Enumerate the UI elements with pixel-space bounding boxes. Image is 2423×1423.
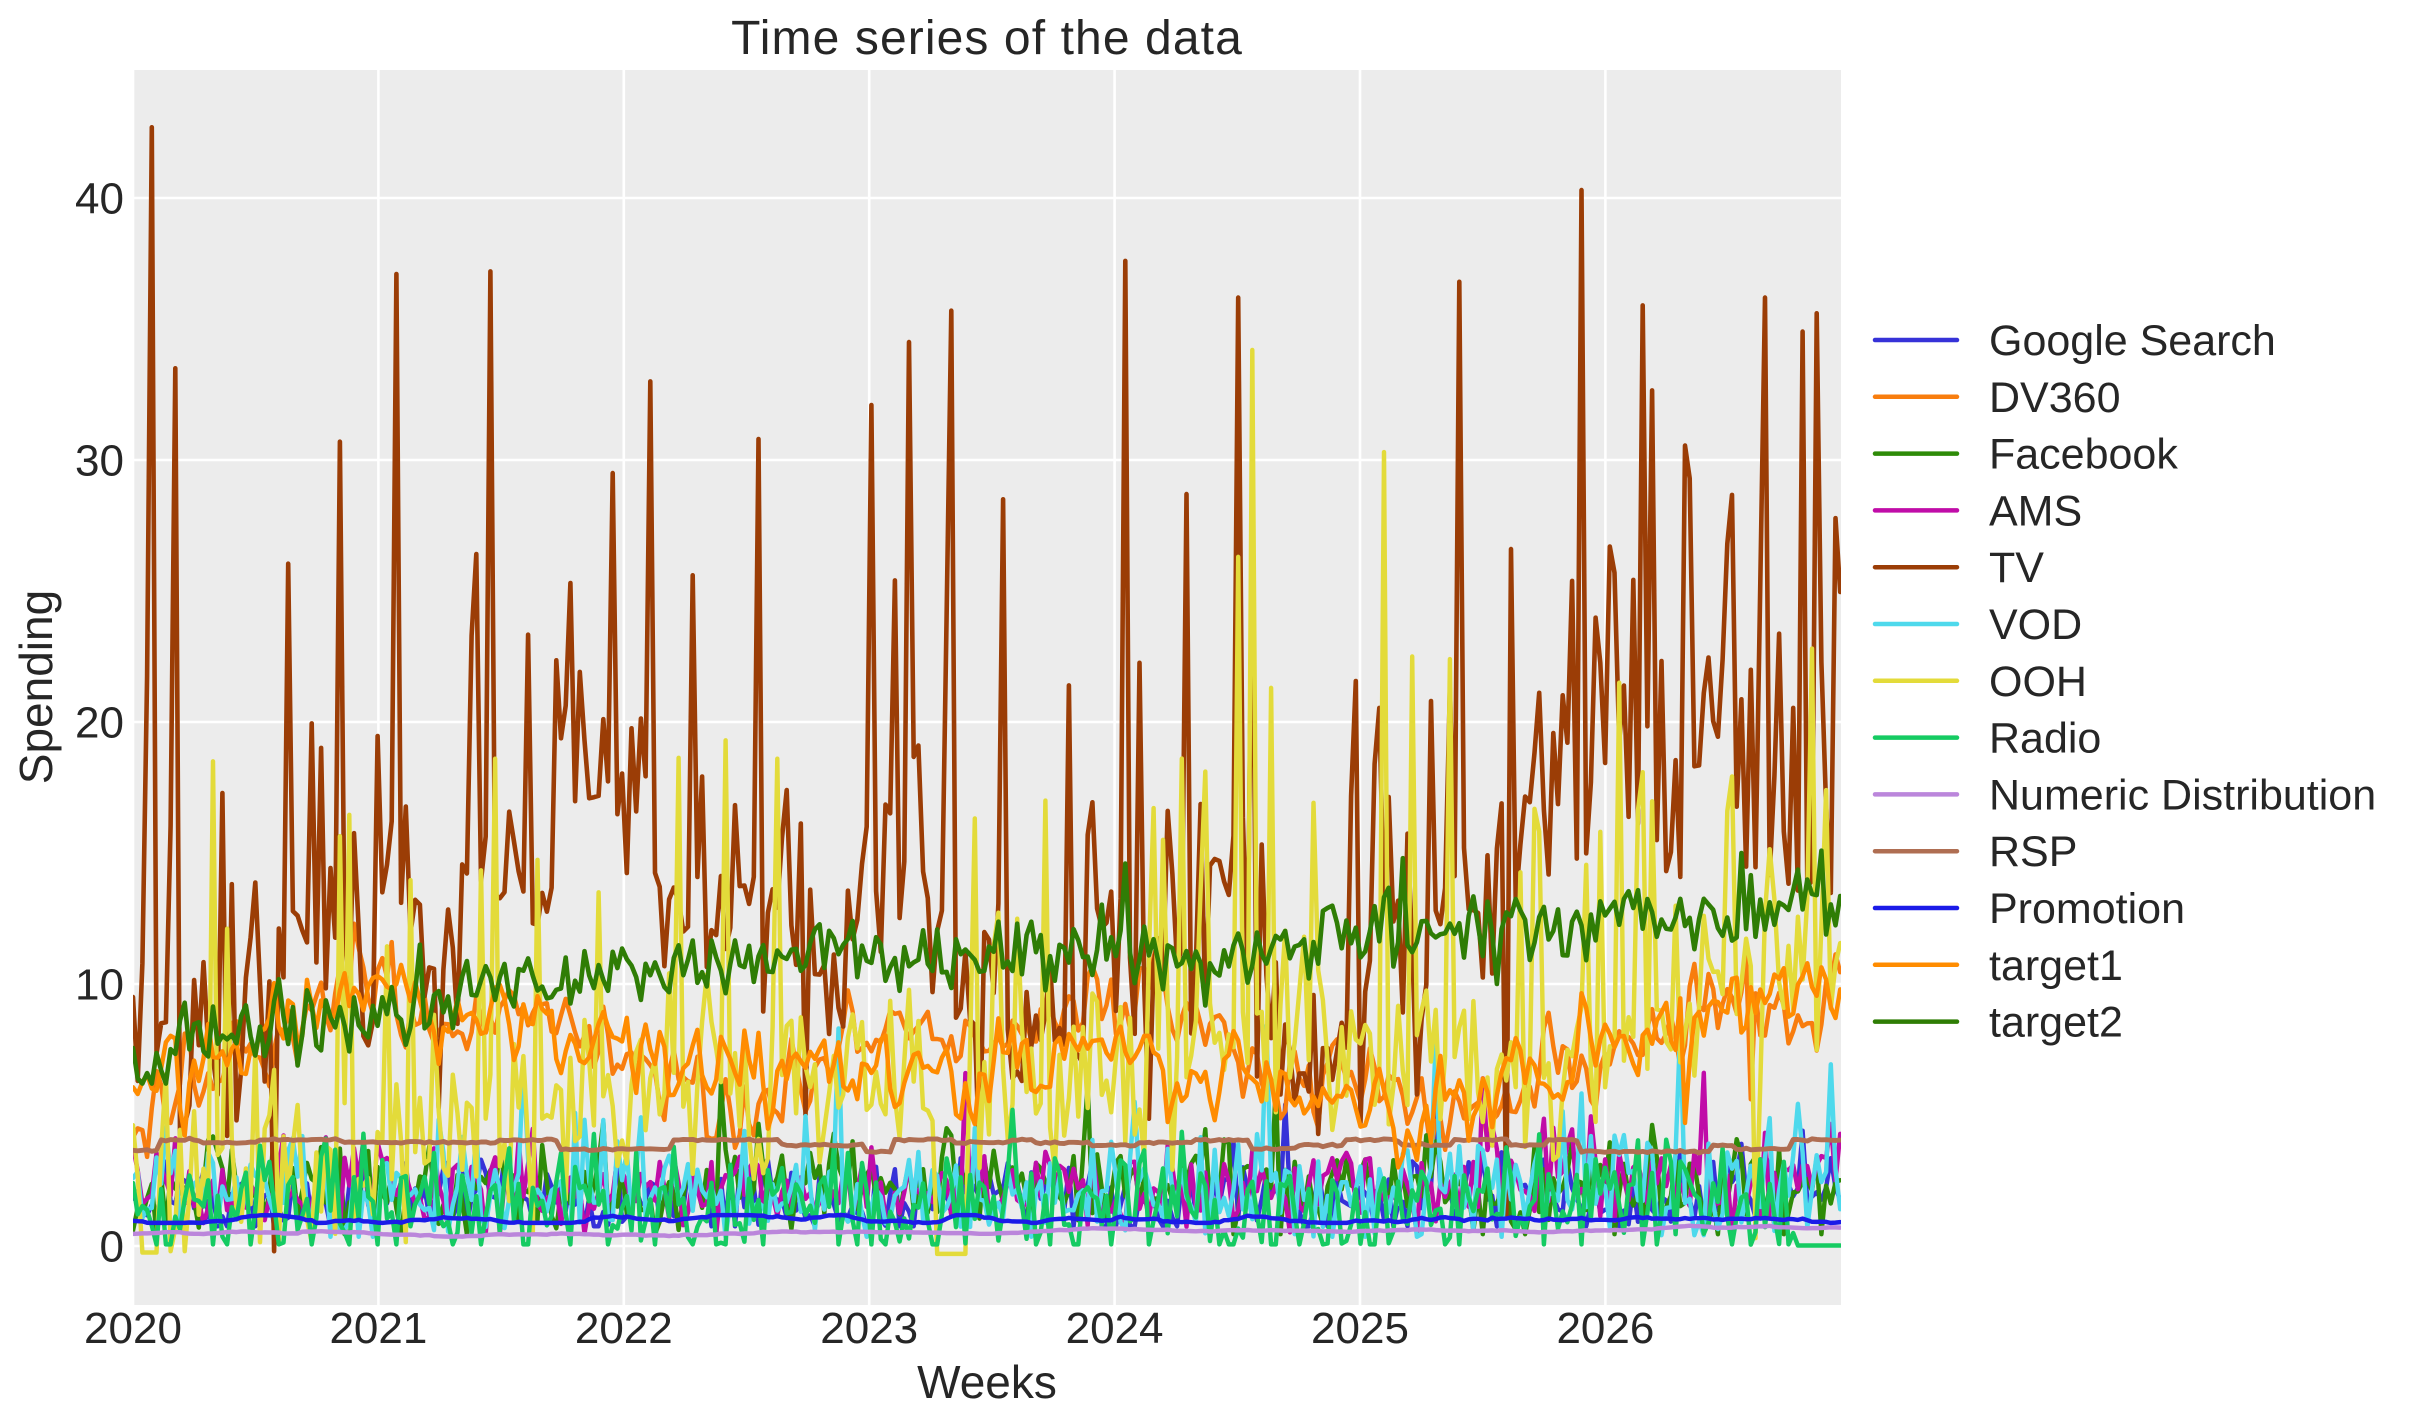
svg-text:Radio: Radio — [1989, 715, 2101, 763]
svg-text:target1: target1 — [1989, 942, 2123, 990]
svg-text:Facebook: Facebook — [1989, 431, 2178, 479]
svg-text:2023: 2023 — [820, 1304, 918, 1353]
svg-text:30: 30 — [75, 436, 124, 485]
svg-text:0: 0 — [100, 1222, 124, 1271]
svg-text:AMS: AMS — [1989, 487, 2082, 535]
svg-text:VOD: VOD — [1989, 601, 2082, 649]
svg-text:Time series of the data: Time series of the data — [731, 12, 1243, 65]
svg-text:2025: 2025 — [1311, 1304, 1409, 1353]
svg-text:TV: TV — [1989, 544, 2044, 592]
svg-text:Weeks: Weeks — [917, 1356, 1057, 1408]
svg-text:target2: target2 — [1989, 999, 2123, 1047]
svg-text:2020: 2020 — [84, 1304, 182, 1353]
svg-text:DV360: DV360 — [1989, 374, 2120, 422]
svg-text:Google Search: Google Search — [1989, 317, 2276, 365]
svg-text:20: 20 — [75, 698, 124, 747]
svg-text:10: 10 — [75, 960, 124, 1009]
svg-text:RSP: RSP — [1989, 828, 2077, 876]
svg-text:2024: 2024 — [1066, 1304, 1164, 1353]
svg-text:Spending: Spending — [10, 590, 62, 784]
svg-text:2026: 2026 — [1556, 1304, 1654, 1353]
svg-text:2022: 2022 — [575, 1304, 673, 1353]
svg-text:40: 40 — [75, 174, 124, 223]
svg-text:Numeric Distribution: Numeric Distribution — [1989, 771, 2376, 819]
svg-text:2021: 2021 — [329, 1304, 427, 1353]
svg-text:Promotion: Promotion — [1989, 885, 2185, 933]
svg-text:OOH: OOH — [1989, 658, 2087, 706]
